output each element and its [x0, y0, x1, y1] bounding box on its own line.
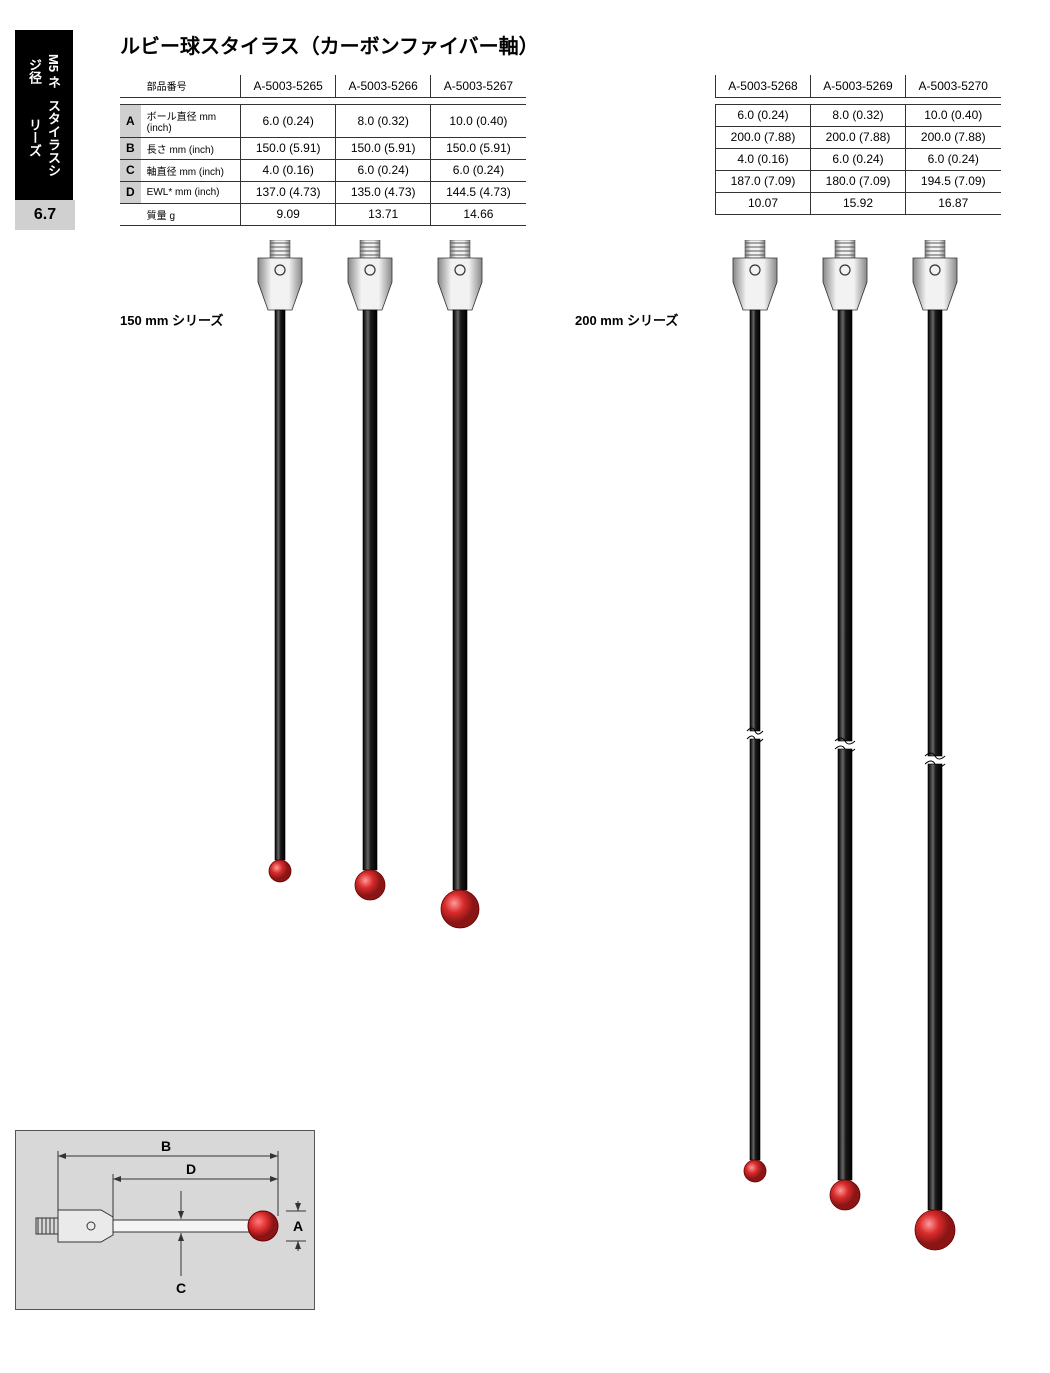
stylus-item [425, 240, 495, 934]
stylus-icon [245, 240, 315, 888]
dim-label-B: B [161, 1138, 171, 1154]
stylus-icon [425, 240, 495, 934]
part-4: A-5003-5269 [811, 75, 906, 97]
part-label: 部品番号 [141, 75, 241, 97]
part-1: A-5003-5266 [336, 75, 431, 97]
row-B-label: 長さ mm (inch) [141, 137, 241, 159]
row-mass-label: 質量 g [141, 203, 241, 225]
stylus-icon [720, 240, 790, 1188]
dimension-diagram: B D C A [15, 1130, 315, 1310]
stylus-item [245, 240, 315, 888]
stylus-item [900, 240, 970, 1256]
series-label-left: 150 mm シリーズ [120, 310, 223, 329]
row-D-label: EWL* mm (inch) [141, 181, 241, 203]
section-number: 6.7 [15, 200, 75, 230]
stylus-icon [810, 240, 880, 1216]
stylus-item [335, 240, 405, 906]
stylus-icon [900, 240, 970, 1256]
part-0: A-5003-5265 [241, 75, 336, 97]
side-tab-line2: スタイラスシリーズ [25, 94, 63, 182]
dimension-diagram-svg: B D C A [16, 1131, 316, 1311]
dim-label-D: D [186, 1161, 196, 1177]
row-A: A [120, 104, 141, 137]
side-tab-line1: M5 ネジ径 [25, 48, 63, 94]
row-C-label: 軸直径 mm (inch) [141, 159, 241, 181]
page-title: ルビー球スタイラス（カーボンファイバー軸） [120, 30, 539, 59]
part-2: A-5003-5267 [431, 75, 526, 97]
part-5: A-5003-5270 [906, 75, 1001, 97]
stylus-item [810, 240, 880, 1216]
spec-table-left: 部品番号 A-5003-5265 A-5003-5266 A-5003-5267… [120, 75, 526, 226]
stylus-item [720, 240, 790, 1188]
side-tab: M5 ネジ径 スタイラスシリーズ 6.7 [15, 30, 75, 230]
stylus-icon [335, 240, 405, 906]
part-3: A-5003-5268 [716, 75, 811, 97]
row-A-label: ボール直径 mm (inch) [141, 104, 241, 137]
row-D: D [120, 181, 141, 203]
stylus-group-left [245, 240, 495, 934]
dim-label-C: C [176, 1280, 186, 1296]
series-label-right: 200 mm シリーズ [575, 310, 678, 329]
row-C: C [120, 159, 141, 181]
dim-label-A: A [293, 1218, 303, 1234]
stylus-group-right [720, 240, 970, 1256]
spec-table-right: A-5003-5268 A-5003-5269 A-5003-5270 6.0 … [715, 75, 1001, 215]
row-B: B [120, 137, 141, 159]
side-tab-title: M5 ネジ径 スタイラスシリーズ [15, 30, 73, 200]
